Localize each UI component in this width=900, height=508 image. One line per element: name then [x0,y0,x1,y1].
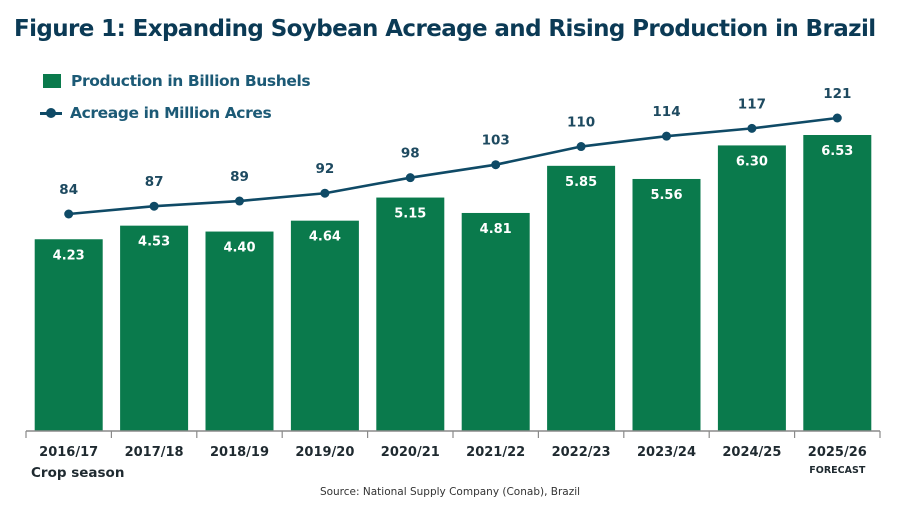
bar-value-label: 4.64 [309,230,341,245]
x-tick-label: 2018/19 [210,445,269,460]
bar-2020/21 [376,197,445,431]
bar-2024/25 [717,145,786,431]
x-tick-label: 2024/25 [722,445,781,460]
legend-label-acreage: Acreage in Million Acres [70,104,272,122]
x-tick-label: 2023/24 [637,445,696,460]
bar-2021/22 [461,212,530,431]
bar-value-label: 4.40 [223,241,255,256]
bar-2019/20 [290,220,359,431]
bar-value-label: 6.53 [821,144,853,159]
bar-value-label: 4.23 [53,248,85,263]
x-tick-label: 2022/23 [552,445,611,460]
acreage-value-label: 103 [482,133,510,149]
bar-2025/26 [803,135,872,431]
acreage-point-2019/20 [320,188,330,198]
acreage-value-label: 84 [59,182,78,198]
bar-2022/23 [547,165,616,431]
x-tick-note: FORECAST [809,465,866,476]
acreage-point-2022/23 [576,142,586,152]
acreage-value-label: 110 [567,115,595,131]
legend-item-acreage: Acreage in Million Acres [40,102,310,124]
acreage-point-2023/24 [662,131,671,141]
chart-legend: Production in Billion Bushels Acreage in… [40,70,311,134]
acreage-point-2021/22 [491,160,501,170]
acreage-point-2024/25 [747,123,757,133]
acreage-value-label: 89 [230,169,249,185]
acreage-value-label: 117 [738,96,766,112]
bar-swatch-icon [43,74,61,88]
x-tick-label: 2019/20 [295,445,354,460]
bar-value-label: 5.15 [394,207,426,222]
x-tick-label: 2016/17 [39,445,98,460]
x-tick-label: 2025/26 [808,445,867,460]
legend-item-production: Production in Billion Bushels [40,70,311,92]
acreage-point-2020/21 [405,173,415,183]
x-axis-title: Crop season [31,465,125,481]
acreage-point-2025/26 [832,113,842,123]
chart-title: Figure 1: Expanding Soybean Acreage and … [14,16,876,42]
legend-label-production: Production in Billion Bushels [71,72,311,90]
x-tick-label: 2020/21 [381,445,440,460]
bar-2016/17 [34,239,103,431]
acreage-value-label: 98 [401,146,420,162]
acreage-value-label: 114 [652,104,680,120]
acreage-line [68,116,838,216]
acreage-point-2017/18 [149,201,159,211]
bar-2023/24 [632,178,701,431]
bar-2017/18 [120,225,189,431]
bar-value-label: 4.53 [138,235,170,250]
bar-value-label: 4.81 [480,222,512,237]
source-note: Source: National Supply Company (Conab),… [319,486,581,498]
bar-2018/19 [205,231,274,431]
bar-value-label: 5.56 [650,188,682,203]
acreage-value-label: 121 [823,86,851,102]
acreage-value-label: 87 [145,174,164,190]
acreage-value-label: 92 [316,161,335,177]
bar-value-label: 5.85 [565,175,597,190]
acreage-point-2018/19 [235,196,244,206]
line-marker-swatch-icon [40,106,62,120]
x-tick-label: 2021/22 [466,445,525,460]
bar-value-label: 6.30 [736,154,768,169]
x-tick-label: 2017/18 [125,445,184,460]
acreage-point-2016/17 [64,209,74,219]
